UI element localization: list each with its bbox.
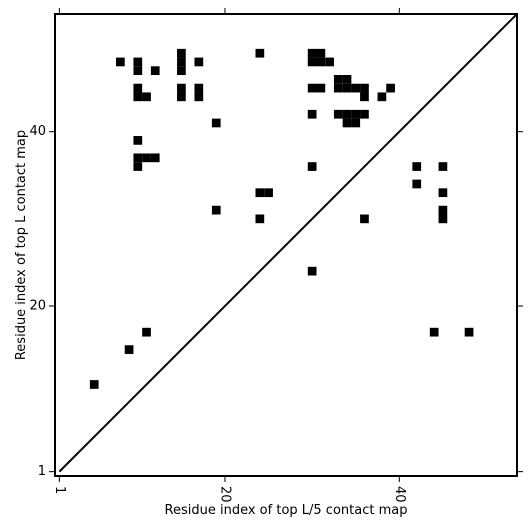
contact-cell xyxy=(412,179,422,189)
diagonal xyxy=(58,13,518,473)
contact-cell xyxy=(150,66,160,76)
contact-cell xyxy=(342,109,352,119)
x-tick-label: 20 xyxy=(217,486,232,503)
y-axis-label: Residue index of top L contact map xyxy=(14,130,29,360)
contact-cell xyxy=(133,162,143,171)
contact-cell xyxy=(133,57,143,67)
contact-cell xyxy=(307,266,317,276)
contact-cell xyxy=(307,48,317,58)
contact-cell xyxy=(316,57,326,67)
contact-cell xyxy=(351,109,361,119)
contact-cell xyxy=(133,83,143,93)
plot-frame xyxy=(54,13,518,477)
contact-cell xyxy=(307,109,317,119)
contact-cell xyxy=(377,92,387,102)
contact-cell xyxy=(255,48,265,58)
contact-cell xyxy=(438,205,448,215)
contact-cell xyxy=(142,327,151,337)
contact-cell xyxy=(360,109,369,119)
contact-cell xyxy=(89,380,99,389)
contact-cell xyxy=(255,214,265,224)
contact-cell xyxy=(177,57,186,67)
contact-cell xyxy=(142,153,151,163)
contact-cell xyxy=(133,66,143,76)
x-tick-label: 40 xyxy=(392,486,407,503)
contact-cell xyxy=(351,118,361,128)
contact-cell xyxy=(194,83,204,93)
contact-cell xyxy=(177,66,186,76)
contact-cell xyxy=(307,162,317,171)
contact-cell xyxy=(211,205,221,215)
contact-cell xyxy=(307,57,317,67)
contact-cell xyxy=(333,109,343,119)
x-axis-label: Residue index of top L/5 contact map xyxy=(165,503,408,518)
x-tick-label: 1 xyxy=(52,486,67,494)
contact-cell xyxy=(325,57,334,67)
contact-cell xyxy=(342,118,352,128)
contact-cell xyxy=(360,214,369,224)
contact-cell xyxy=(360,83,369,93)
contact-cell xyxy=(133,136,143,145)
contact-cell xyxy=(133,153,143,163)
contact-cell xyxy=(211,118,221,128)
y-tick-label: 40 xyxy=(29,124,46,139)
contact-cell xyxy=(264,188,273,198)
contact-cell xyxy=(438,162,448,171)
contact-cell xyxy=(133,92,143,102)
contact-cell xyxy=(342,75,352,84)
contact-cell xyxy=(360,92,369,102)
contact-cell xyxy=(316,48,326,58)
contact-cell xyxy=(351,83,361,93)
contact-cell xyxy=(194,92,204,102)
contact-cell xyxy=(333,75,343,84)
contact-cell xyxy=(464,327,474,337)
contact-cell xyxy=(412,162,422,171)
contact-cell xyxy=(429,327,439,337)
y-tick-label: 1 xyxy=(38,464,46,479)
contact-cell xyxy=(438,188,448,198)
contact-cell xyxy=(124,345,134,354)
contact-cell xyxy=(342,83,352,93)
contact-cell xyxy=(333,83,343,93)
contact-cell xyxy=(177,92,186,102)
contact-cell xyxy=(194,57,204,67)
contact-cell xyxy=(150,153,160,163)
contact-cell xyxy=(116,57,125,67)
contact-cell xyxy=(177,83,186,93)
contact-cell xyxy=(177,48,186,58)
contact-cell xyxy=(307,83,317,93)
contact-cell xyxy=(316,83,326,93)
contact-cell xyxy=(438,214,448,224)
contact-cell xyxy=(255,188,265,198)
contact-cell xyxy=(142,92,151,102)
y-tick-label: 20 xyxy=(29,299,46,314)
contact-cell xyxy=(386,83,395,93)
